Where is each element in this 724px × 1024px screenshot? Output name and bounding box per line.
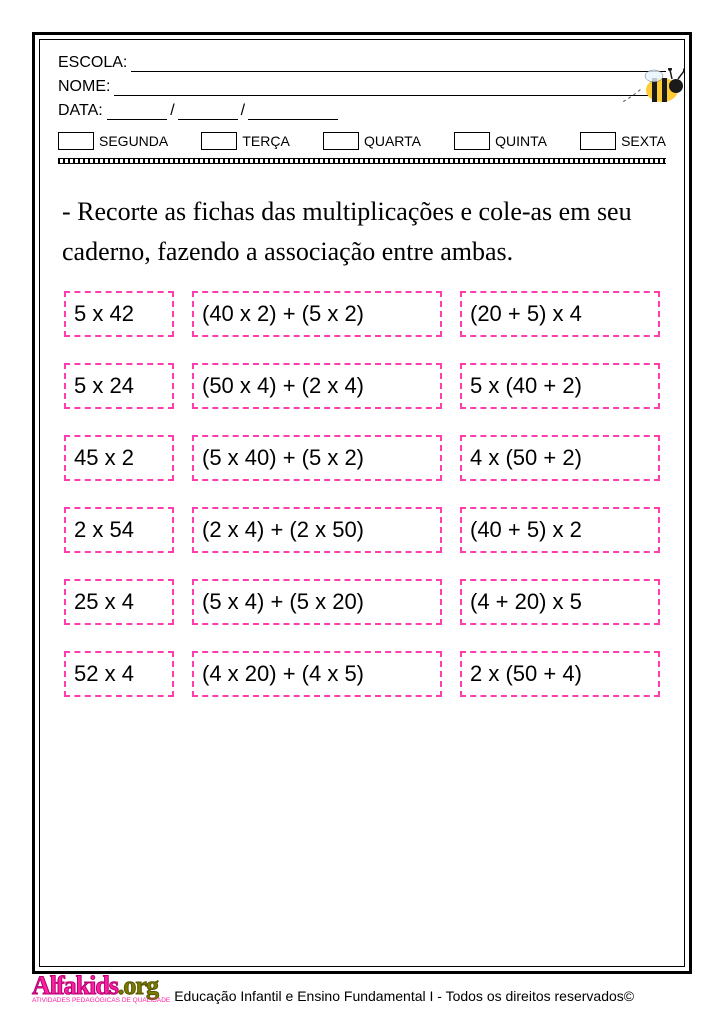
day-option-terca[interactable]: TERÇA: [201, 132, 289, 150]
date-label: DATA:: [58, 102, 103, 120]
instruction-text: - Recorte as fichas das multiplicações e…: [62, 192, 662, 273]
card: (40 x 2) + (5 x 2): [192, 291, 442, 337]
page-footer: Alfakids.org ATIVIDADES PEDAGÓGICAS DE Q…: [32, 971, 692, 1004]
logo-suffix: .org: [118, 971, 158, 1000]
page-outer-border: ESCOLA: NOME: DATA: / / SEGUNDA TERÇA QU…: [32, 32, 692, 974]
page-inner-border: ESCOLA: NOME: DATA: / / SEGUNDA TERÇA QU…: [39, 39, 685, 967]
card: (4 + 20) x 5: [460, 579, 660, 625]
date-year-blank[interactable]: [248, 104, 338, 120]
footer-copyright: Educação Infantil e Ensino Fundamental I…: [174, 988, 692, 1004]
card: 5 x (40 + 2): [460, 363, 660, 409]
day-label: QUARTA: [364, 133, 421, 149]
days-row: SEGUNDA TERÇA QUARTA QUINTA SEXTA: [58, 132, 666, 150]
date-field-row: DATA: / /: [58, 102, 666, 120]
date-day-blank[interactable]: [107, 104, 167, 120]
day-label: SEGUNDA: [99, 133, 168, 149]
card: 2 x (50 + 4): [460, 651, 660, 697]
card: (2 x 4) + (2 x 50): [192, 507, 442, 553]
card: 2 x 54: [64, 507, 174, 553]
card: 45 x 2: [64, 435, 174, 481]
card: 52 x 4: [64, 651, 174, 697]
day-option-quarta[interactable]: QUARTA: [323, 132, 421, 150]
school-label: ESCOLA:: [58, 54, 127, 72]
card: 5 x 24: [64, 363, 174, 409]
header-divider: [58, 158, 666, 164]
school-blank[interactable]: [131, 56, 666, 72]
card: (20 + 5) x 4: [460, 291, 660, 337]
school-field-row: ESCOLA:: [58, 54, 666, 72]
name-field-row: NOME:: [58, 78, 666, 96]
name-label: NOME:: [58, 78, 110, 96]
cards-grid: 5 x 42 (40 x 2) + (5 x 2) (20 + 5) x 4 5…: [64, 291, 666, 697]
day-label: TERÇA: [242, 133, 289, 149]
name-blank[interactable]: [114, 80, 666, 96]
date-month-blank[interactable]: [178, 104, 238, 120]
card: (5 x 4) + (5 x 20): [192, 579, 442, 625]
card: (4 x 20) + (4 x 5): [192, 651, 442, 697]
card: 25 x 4: [64, 579, 174, 625]
day-option-sexta[interactable]: SEXTA: [580, 132, 666, 150]
card: (40 + 5) x 2: [460, 507, 660, 553]
day-option-segunda[interactable]: SEGUNDA: [58, 132, 168, 150]
logo: Alfakids.org ATIVIDADES PEDAGÓGICAS DE Q…: [32, 971, 170, 1004]
card: (50 x 4) + (2 x 4): [192, 363, 442, 409]
day-label: SEXTA: [621, 133, 666, 149]
logo-subtitle: ATIVIDADES PEDAGÓGICAS DE QUALIDADE: [32, 997, 170, 1004]
card: (5 x 40) + (5 x 2): [192, 435, 442, 481]
card: 5 x 42: [64, 291, 174, 337]
bee-icon: [622, 68, 685, 118]
card: 4 x (50 + 2): [460, 435, 660, 481]
day-label: QUINTA: [495, 133, 547, 149]
day-option-quinta[interactable]: QUINTA: [454, 132, 547, 150]
logo-main: Alfakids: [32, 971, 118, 1000]
